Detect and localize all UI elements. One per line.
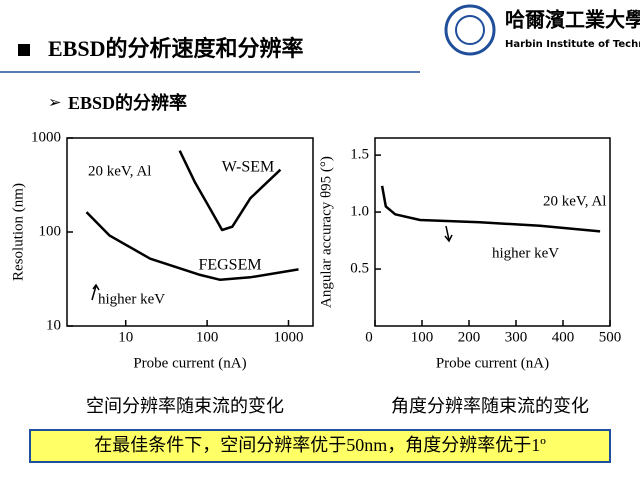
logo-english: Harbin Institute of Technology <box>505 39 640 50</box>
annotation: higher keV <box>492 245 559 261</box>
y-tick-label: 100 <box>39 223 62 239</box>
caption: 角度分辨率随束流的变化 <box>391 396 589 416</box>
caption: 空间分辨率随束流的变化 <box>86 396 284 416</box>
annotation: 20 keV, Al <box>88 163 151 179</box>
y-tick-label: 10 <box>46 317 61 333</box>
x-tick-label: 300 <box>505 329 528 345</box>
x-tick-label: 500 <box>599 329 622 345</box>
x-axis-label: Probe current (nA) <box>436 355 549 371</box>
y-axis-label: Angular accuracy θ95 (°) <box>318 156 334 308</box>
x-tick-label: 1000 <box>273 329 303 345</box>
x-tick-label: 400 <box>552 329 575 345</box>
annotation-arrow <box>91 283 100 301</box>
x-tick-label: 0 <box>365 329 373 345</box>
bullet-arrow: ➢ <box>48 95 61 112</box>
x-tick-label: 100 <box>411 329 434 345</box>
y-tick-label: 1.0 <box>350 203 369 219</box>
annotation: 20 keV, Al <box>543 193 606 209</box>
x-tick-label: 200 <box>458 329 481 345</box>
y-tick-label: 0.5 <box>350 260 369 276</box>
x-tick-label: 100 <box>196 329 219 345</box>
y-axis-label: Resolution (nm) <box>10 183 26 281</box>
annotation: higher keV <box>98 291 165 307</box>
logo-name: 哈爾濱工業大學 <box>505 8 640 32</box>
x-tick-label: 10 <box>118 329 133 345</box>
title-bullet <box>18 44 30 56</box>
series-label: FEGSEM <box>198 257 261 274</box>
plot-frame <box>374 137 611 327</box>
data-line <box>380 185 601 233</box>
footer-box <box>29 429 611 463</box>
series-label: W-SEM <box>222 159 274 176</box>
slide-title: EBSD的分析速度和分辨率 <box>48 36 303 61</box>
data-line <box>85 211 299 282</box>
data-line <box>178 150 282 232</box>
bullet-text: EBSD的分辨率 <box>68 92 187 113</box>
y-tick-label: 1000 <box>31 129 61 145</box>
x-axis-label: Probe current (nA) <box>133 355 246 371</box>
y-tick-label: 1.5 <box>350 147 369 163</box>
logo-emblem-inner <box>455 15 485 45</box>
footer-text: 在最佳条件下，空间分辨率优于50nm，角度分辨率优于1º <box>94 435 546 455</box>
annotation-arrow <box>444 225 453 243</box>
logo-emblem <box>444 4 496 56</box>
